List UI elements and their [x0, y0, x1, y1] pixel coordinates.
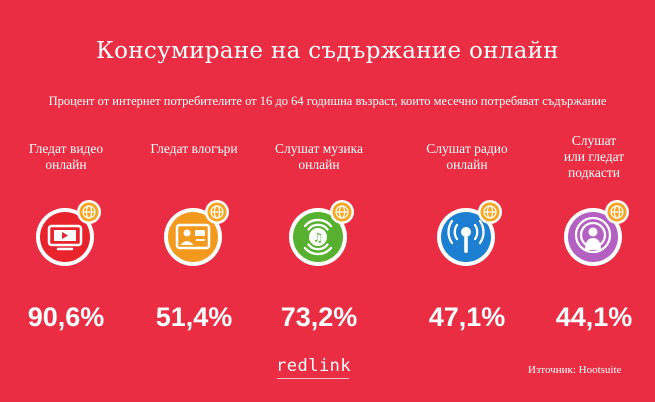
globe-icon — [330, 200, 354, 224]
svg-text:♫: ♫ — [313, 231, 324, 245]
globe-icon — [478, 200, 502, 224]
stat-label: Гледат видео онлайн — [28, 141, 104, 172]
globe-icon — [205, 200, 229, 224]
stat-label: Гледат влогъри — [150, 141, 238, 156]
stat-value: 90,6% — [27, 302, 105, 332]
page-subtitle: Процент от интернет потребителите от 16 … — [48, 94, 607, 108]
page-title: Консумиране на съдържание онлайн — [96, 38, 559, 64]
stat-music: Слушат музика онлайн ♫ 73,2% — [255, 0, 383, 402]
source-note: Източник: Hootsuite — [528, 364, 622, 376]
podcast-icon — [564, 200, 629, 266]
stat-video: Гледат видео онлайн 90,6% — [2, 0, 130, 402]
stat-label: Слушат музика онлайн — [274, 141, 363, 172]
video-play-icon — [36, 200, 101, 266]
music-note-icon: ♫ — [289, 200, 354, 266]
stat-label: Слушат радио онлайн — [426, 141, 508, 172]
brand-logo: redlink — [276, 356, 352, 376]
brand-underline — [277, 378, 349, 379]
stat-value: 51,4% — [155, 302, 233, 332]
stat-radio: Слушат радио онлайн 47,1% — [403, 0, 531, 402]
stat-podcasts: Слушат или гледат подкасти 44,1% — [530, 0, 655, 402]
stat-value: 44,1% — [555, 302, 633, 332]
stat-value: 73,2% — [280, 302, 358, 332]
radio-broadcast-icon — [437, 200, 502, 266]
globe-icon — [77, 200, 101, 224]
vlogger-icon — [164, 200, 229, 266]
stat-value: 47,1% — [428, 302, 506, 332]
stat-vloggers: Гледат влогъри 51,4% — [130, 0, 258, 402]
globe-icon — [605, 200, 629, 224]
stat-label: Слушат или гледат подкасти — [563, 133, 625, 180]
